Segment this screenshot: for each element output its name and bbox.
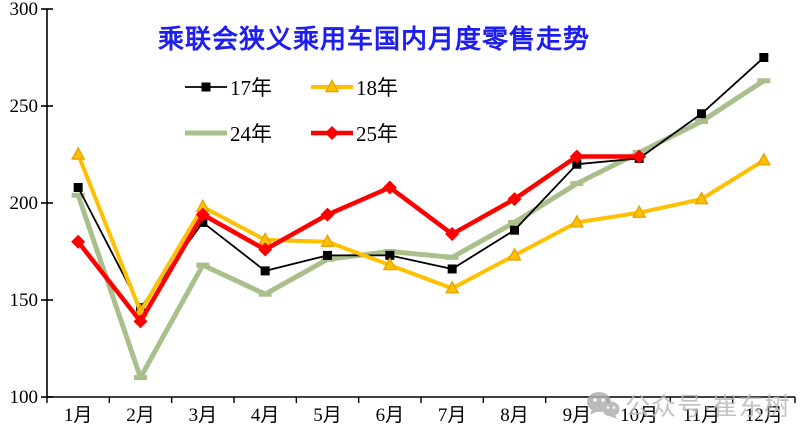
legend-line-sample (311, 79, 353, 93)
x-tick-label: 7月 (438, 405, 467, 426)
data-point-marker (757, 78, 771, 84)
y-tick-label: 100 (10, 387, 39, 408)
y-tick-label: 300 (10, 0, 39, 20)
data-point-marker (260, 266, 270, 276)
legend-swatch-17 (184, 77, 228, 97)
data-point-marker (320, 233, 335, 247)
data-point-marker (324, 79, 340, 93)
data-point-marker (133, 314, 148, 329)
y-tick-label: 250 (10, 96, 39, 117)
legend-line-sample (185, 82, 227, 92)
data-point-marker (73, 182, 83, 192)
data-point-marker (697, 109, 706, 119)
data-point-marker (569, 149, 584, 164)
x-tick-label: 11月 (683, 405, 720, 426)
data-point-marker (325, 126, 339, 140)
data-point-marker (507, 192, 522, 207)
legend-label-24: 24年 (230, 122, 272, 146)
x-tick-label: 1月 (64, 405, 93, 426)
legend-label-25: 25年 (356, 122, 398, 146)
data-point-marker (756, 152, 772, 166)
series-line-24年 (75, 78, 766, 381)
data-point-marker (508, 219, 521, 225)
chart-title: 乘联会狭义乘用车国内月度零售走势 (158, 24, 591, 54)
data-point-marker (195, 207, 210, 222)
data-point-marker (572, 159, 582, 169)
data-point-marker (759, 53, 769, 62)
y-tick-label: 200 (10, 193, 39, 214)
data-point-marker (445, 227, 460, 242)
data-point-marker (382, 180, 397, 195)
x-tick-label: 4月 (251, 405, 280, 426)
legend-swatch-24 (184, 123, 228, 143)
data-point-marker (382, 257, 398, 271)
x-tick-label: 12月 (745, 405, 783, 426)
legend-swatch-18 (310, 77, 354, 97)
data-point-marker (320, 207, 335, 222)
legend-swatch-25 (310, 123, 354, 143)
data-point-marker (507, 247, 522, 261)
data-point-marker (445, 254, 459, 260)
x-tick-label: 3月 (189, 405, 218, 426)
data-point-marker (196, 262, 210, 268)
x-tick-label: 5月 (313, 405, 342, 426)
data-point-marker (134, 375, 147, 381)
x-tick-label: 2月 (126, 405, 155, 426)
legend-item-18: 18年 (310, 72, 430, 102)
x-tick-label: 6月 (376, 405, 405, 426)
data-point-marker (258, 291, 272, 297)
data-point-marker (444, 280, 460, 294)
data-point-marker (71, 192, 85, 198)
legend-item-17: 17年 (184, 72, 310, 102)
data-point-marker (632, 149, 647, 164)
legend-label-17: 17年 (230, 76, 272, 100)
data-point-marker (385, 250, 395, 260)
series-18年 (70, 146, 772, 317)
data-point-marker (447, 264, 457, 274)
data-point-marker (631, 204, 647, 218)
series-line-25年 (76, 154, 640, 324)
legend-item-24: 24年 (184, 118, 310, 148)
data-point-marker (570, 181, 584, 187)
x-tick-label: 8月 (500, 405, 529, 426)
data-point-marker (258, 242, 273, 257)
data-point-marker (694, 191, 709, 205)
data-point-marker (198, 217, 208, 227)
legend: 17年 18年 24年 25年 (184, 72, 430, 148)
series-25年 (71, 149, 647, 329)
data-point-marker (71, 234, 86, 249)
data-point-marker (695, 119, 708, 125)
legend-line-sample (311, 126, 353, 140)
data-point-marker (569, 214, 585, 228)
legend-item-25: 25年 (310, 118, 430, 148)
y-tick-label: 150 (10, 290, 39, 311)
data-point-marker (70, 146, 86, 160)
legend-line-sample (185, 130, 227, 136)
x-tick-label: 9月 (563, 405, 592, 426)
data-point-marker (510, 225, 519, 235)
data-point-marker (201, 82, 211, 92)
x-tick-label: 10月 (620, 405, 658, 426)
data-point-marker (323, 250, 332, 260)
series-line-18年 (76, 153, 765, 314)
legend-label-18: 18年 (356, 76, 398, 100)
